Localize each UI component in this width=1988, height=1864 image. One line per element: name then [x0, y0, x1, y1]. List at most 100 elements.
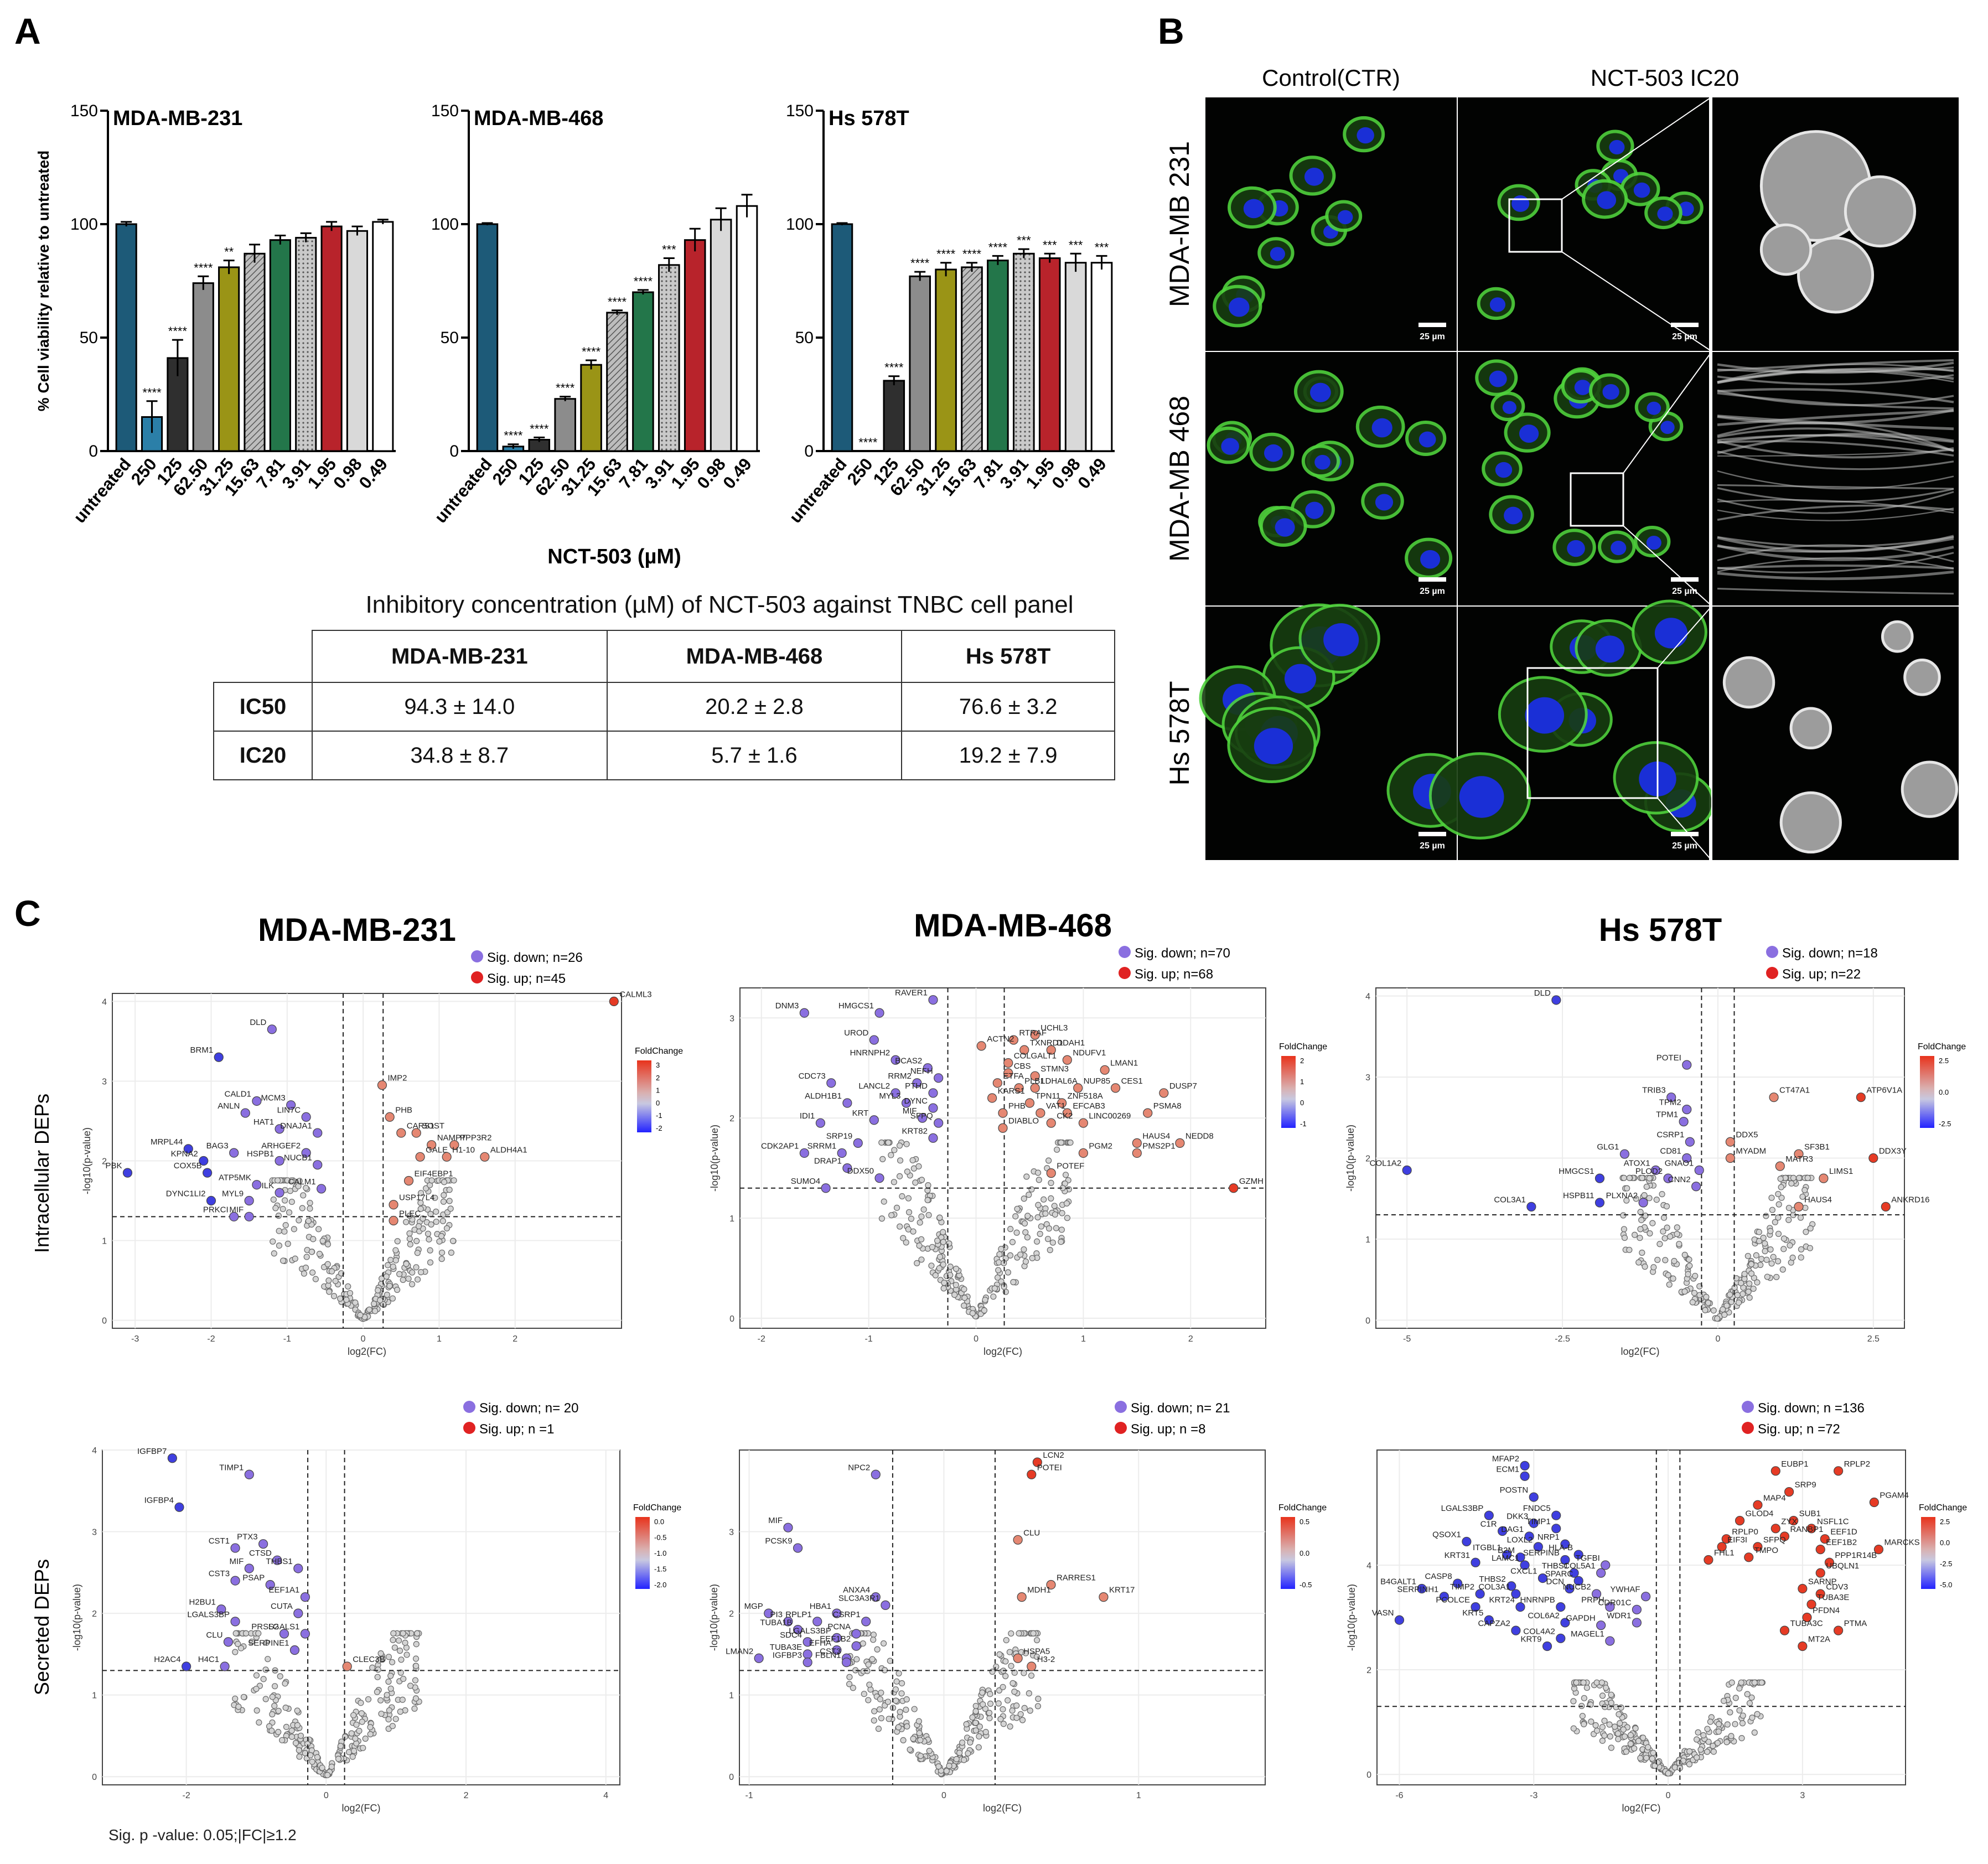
data-point-ns [352, 1735, 359, 1742]
data-point-ns [413, 1264, 420, 1271]
point-label: NUCB1 [284, 1153, 312, 1163]
point-label: DNM3 [775, 1001, 799, 1011]
cell-nucleus [1660, 421, 1675, 434]
data-point-ns [324, 1241, 332, 1247]
significance-stars: **** [504, 429, 523, 443]
data-point-ns [400, 1675, 407, 1682]
data-point-ns [288, 1727, 295, 1734]
data-point-ns [1632, 1725, 1639, 1732]
data-point-ns [350, 1712, 357, 1718]
data-point-ns [1013, 1702, 1020, 1709]
legend-marker-down [471, 950, 483, 962]
cell-nucleus [1646, 535, 1661, 550]
significance-stars: **** [634, 275, 653, 288]
data-point-ns [1064, 1215, 1071, 1221]
data-point-ns [1666, 1281, 1673, 1288]
data-point-ns [1754, 1711, 1761, 1717]
bar [883, 380, 905, 452]
legend-label-up: Sig. up; n=68 [1135, 967, 1213, 982]
point-label: H2BU1 [189, 1598, 215, 1607]
data-point [1526, 1202, 1536, 1211]
point-label: PSMA8 [1153, 1101, 1182, 1111]
data-point-ns [1681, 1251, 1688, 1258]
significance-stars: ** [224, 245, 234, 259]
data-point [1556, 1602, 1566, 1612]
bar [346, 230, 369, 452]
data-point-ns [976, 1733, 982, 1740]
bar [320, 225, 343, 452]
data-point [871, 1469, 881, 1479]
data-point [934, 1118, 944, 1128]
x-tick-label: 0 [361, 1334, 366, 1344]
data-point-ns [1662, 1257, 1669, 1264]
point-label: HSPB11 [1563, 1191, 1594, 1200]
data-point-ns [1570, 1725, 1577, 1732]
data-point-ns [262, 1696, 269, 1702]
data-point-ns [1631, 1745, 1638, 1752]
data-point-ns [1026, 1690, 1032, 1697]
point-label: MYADM [1736, 1147, 1766, 1156]
data-point [244, 1469, 254, 1479]
data-point [313, 1128, 323, 1138]
data-point-ns [903, 1706, 909, 1713]
data-point-ns [390, 1637, 396, 1643]
ic-cell: 5.7 ± 1.6 [606, 731, 903, 780]
data-point [1869, 1497, 1879, 1508]
point-label: PHB [1008, 1101, 1026, 1111]
colorbar-tick: 0 [1300, 1099, 1304, 1107]
data-point-ns [1738, 1280, 1744, 1286]
data-point-ns [303, 1254, 310, 1260]
data-point-ns [1028, 1186, 1035, 1193]
point-label: MATR3 [1785, 1154, 1813, 1164]
x-tick-label: 1 [1136, 1791, 1141, 1800]
point-label: SERPINB [1523, 1549, 1560, 1558]
zoom-connector [1561, 96, 1712, 200]
legend-marker-down [1742, 1401, 1754, 1413]
data-point [783, 1523, 793, 1532]
colorbar-tick: -2.5 [1939, 1120, 1951, 1128]
nucleus-blob [1901, 760, 1959, 818]
zoom-connector [1561, 251, 1712, 352]
bar-chart-title: MDA-MB-468 [474, 107, 603, 130]
data-point [1594, 1173, 1605, 1183]
data-point-ns [1023, 1173, 1030, 1180]
x-tick-label: 0 [974, 1334, 979, 1344]
data-point-ns [987, 1700, 994, 1707]
scale-bar [1671, 577, 1699, 582]
data-point [258, 1539, 268, 1549]
point-label: STMN3 [1040, 1064, 1069, 1074]
data-point-ns [362, 1735, 369, 1742]
scale-bar [1671, 832, 1699, 836]
data-point-ns [1674, 1224, 1680, 1231]
data-point-ns [1727, 1291, 1733, 1298]
significance-stars: **** [608, 295, 627, 309]
y-tick-label: 0 [729, 1773, 734, 1782]
row-label: Secreted DEPs [30, 1559, 53, 1695]
ic-cell: 19.2 ± 7.9 [901, 731, 1115, 780]
data-point [812, 1617, 822, 1627]
data-point-ns [918, 1256, 925, 1263]
actin-fiber [1717, 392, 1954, 410]
data-point-ns [412, 1655, 420, 1662]
bar [632, 291, 654, 452]
point-label: SUMO4 [791, 1177, 820, 1186]
colorbar [1281, 1517, 1295, 1589]
data-point-ns [925, 1211, 932, 1219]
data-point-ns [1027, 1707, 1033, 1714]
point-label: IDI1 [800, 1111, 815, 1121]
data-point-ns [1599, 1737, 1606, 1744]
point-label: ZNF518A [1068, 1091, 1103, 1101]
data-point [300, 1592, 310, 1602]
data-point-ns [877, 1696, 884, 1702]
significance-stars: **** [530, 422, 549, 436]
point-label: KRT24 [1489, 1596, 1515, 1605]
data-point-ns [998, 1246, 1005, 1252]
bar [736, 205, 758, 452]
point-label: PTHD [905, 1081, 928, 1091]
data-point-ns [1746, 1280, 1753, 1287]
point-label: KARS1 [998, 1086, 1025, 1096]
data-point-ns [1624, 1185, 1630, 1192]
y-tick-label: 2 [729, 1609, 734, 1619]
data-point-ns [415, 1223, 422, 1230]
data-point [1632, 1604, 1642, 1614]
